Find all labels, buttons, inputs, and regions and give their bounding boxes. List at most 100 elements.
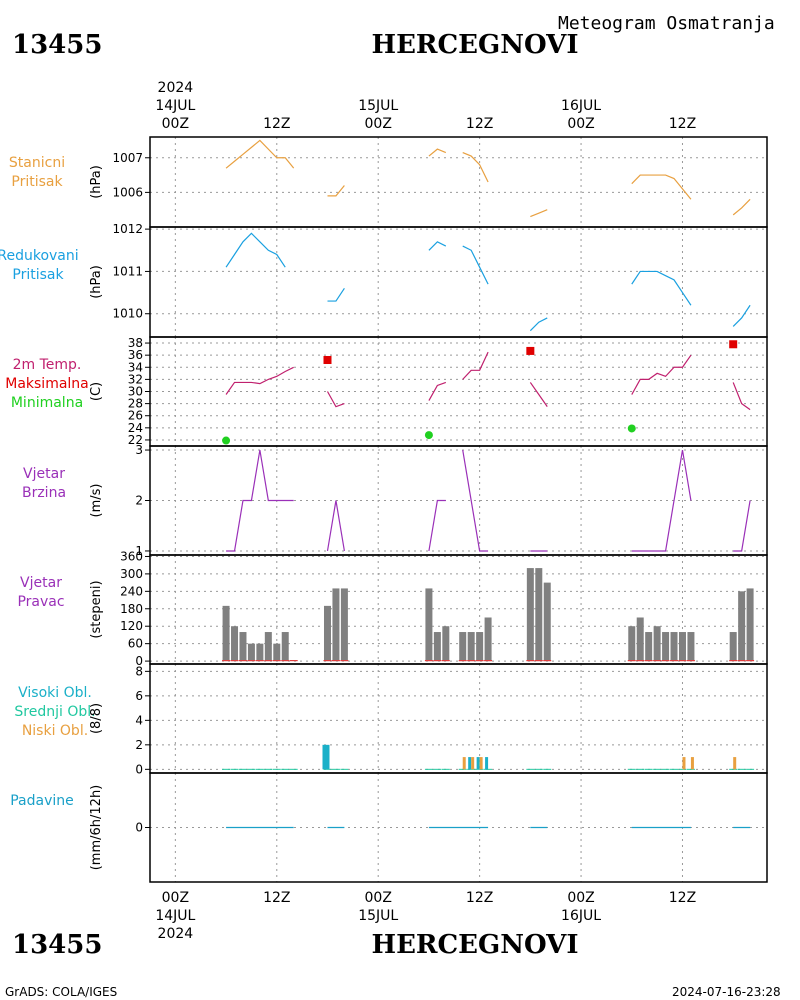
wind-dir-bar: [543, 582, 551, 662]
wind-dir-bar: [442, 626, 450, 662]
series-line-pressure: [631, 174, 692, 200]
temperature-label-line2: Maksimalna: [5, 376, 89, 392]
wind-dir-bar: [746, 588, 754, 662]
wind-dir-bar: [628, 626, 636, 662]
wind-dir-bar: [459, 632, 467, 662]
y-tick-label: 28: [128, 397, 143, 411]
wind-dir-bar: [425, 588, 433, 662]
y-tick-label: 3: [135, 443, 143, 457]
series-line-pressure: [530, 209, 548, 218]
clouds-label-line2: Srednji Obl.: [14, 704, 96, 720]
cloud-bar: [733, 757, 737, 770]
time-tick-label-top: 12Z: [669, 116, 696, 132]
y-tick-label: 22: [128, 433, 143, 447]
cloud-bar: [462, 757, 466, 770]
pressure-label-line1: Stanicni: [8, 155, 66, 171]
timestamp: 2024-07-16-23:28: [672, 985, 781, 999]
y-tick-label: 2: [135, 738, 143, 752]
product-title: Meteogram Osmatranja: [558, 13, 775, 34]
wind-dir-bar: [281, 632, 289, 662]
series-line-temperature: [732, 382, 751, 411]
grid-layer: [150, 137, 767, 882]
wind-dir-bar: [662, 632, 670, 662]
y-axis-label: (hPa): [89, 265, 104, 299]
panel-frame: [149, 336, 768, 447]
series-line-temperature: [326, 391, 345, 408]
series-line-wind_speed: [462, 449, 489, 552]
cloud-bar: [471, 757, 475, 770]
wind-speed-label-line1: Vjetar: [23, 466, 65, 482]
wind-dir-label: Vjetar Pravac: [17, 574, 64, 612]
series-line-reduced: [462, 245, 489, 285]
wind-speed-label-line2: Brzina: [21, 485, 67, 501]
date-label-bottom: 16JUL: [561, 908, 601, 924]
y-tick-label: 2: [135, 494, 143, 508]
y-axis-label: (m/s): [89, 484, 104, 518]
y-tick-label: 240: [120, 584, 143, 598]
y-tick-label: 34: [128, 360, 143, 374]
series-line-pressure: [428, 148, 447, 157]
time-tick-label-bottom: 12Z: [263, 890, 290, 906]
precip-label: Padavine: [10, 792, 74, 811]
y-tick-label: 0: [135, 821, 143, 835]
cloud-bar: [322, 744, 330, 770]
temp-min-marker: [222, 436, 231, 445]
series-line-wind_speed: [428, 499, 446, 552]
y-tick-label: 24: [128, 421, 143, 435]
temperature-label: 2m Temp. Maksimalna Minimalna: [5, 356, 89, 413]
y-tick-label: 6: [135, 689, 143, 703]
wind-dir-bar: [636, 617, 644, 662]
wind-dir-bar: [729, 632, 737, 662]
station-name: HERCEGNOVI: [371, 30, 579, 60]
time-tick-label-bottom: 00Z: [162, 890, 189, 906]
time-tick-label-bottom: 12Z: [669, 890, 696, 906]
y-tick-label: 1007: [112, 151, 143, 165]
cloud-bar: [690, 757, 694, 770]
series-line-temperature: [631, 354, 692, 395]
date-label-top: 14JUL: [155, 98, 195, 114]
series-line-wind_speed: [733, 500, 751, 552]
time-tick-label-bottom: 00Z: [567, 890, 594, 906]
wind-dir-label-line2: Pravac: [17, 594, 65, 610]
temp-max-marker: [323, 356, 332, 365]
clouds-label-line3: Niski Obl.: [21, 723, 89, 739]
pressure-label-line2: Pritisak: [11, 174, 63, 190]
precip-label-line1: Padavine: [10, 793, 74, 809]
wind-dir-bar: [239, 632, 247, 662]
y-tick-label: 60: [128, 637, 143, 651]
panel-frame: [149, 663, 768, 774]
clouds-label-line1: Visoki Obl.: [18, 685, 92, 701]
series-line-pressure: [327, 185, 345, 197]
wind-dir-label-line1: Vjetar: [20, 575, 62, 591]
y-axis-label: (8/8): [89, 703, 104, 734]
time-tick-label-top: 00Z: [567, 116, 594, 132]
time-tick-label-top: 12Z: [263, 116, 290, 132]
series-line-reduced: [631, 270, 692, 306]
y-tick-label: 26: [128, 409, 143, 423]
clouds-label: Visoki Obl. Srednji Obl. Niski Obl.: [14, 684, 95, 741]
wind-dir-bar: [222, 605, 230, 662]
wind-speed-label: Vjetar Brzina: [22, 465, 66, 503]
series-line-temperature: [529, 382, 548, 407]
y-tick-label: 32: [128, 372, 143, 386]
temperature-label-line3: Minimalna: [10, 395, 84, 411]
temp-min-marker: [424, 431, 433, 440]
temp-max-marker: [729, 340, 738, 349]
y-tick-label: 1011: [112, 264, 143, 278]
year-label-bottom: 2024: [158, 926, 194, 942]
reduced-label-line1: Redukovani: [0, 248, 79, 264]
wind-dir-bar: [738, 591, 746, 662]
pressure-label: Stanicni Pritisak: [9, 154, 65, 192]
y-tick-label: 4: [135, 713, 143, 727]
y-tick-label: 120: [120, 619, 143, 633]
wind-dir-bar: [678, 632, 686, 662]
series-line-pressure: [225, 139, 295, 169]
wind-dir-bar: [231, 626, 239, 662]
temp-max-marker: [526, 346, 535, 355]
y-tick-label: 0: [135, 762, 143, 776]
wind-dir-bar: [467, 632, 475, 662]
wind-dir-bar: [484, 617, 492, 662]
series-line-reduced: [529, 317, 548, 332]
date-label-top: 16JUL: [561, 98, 601, 114]
